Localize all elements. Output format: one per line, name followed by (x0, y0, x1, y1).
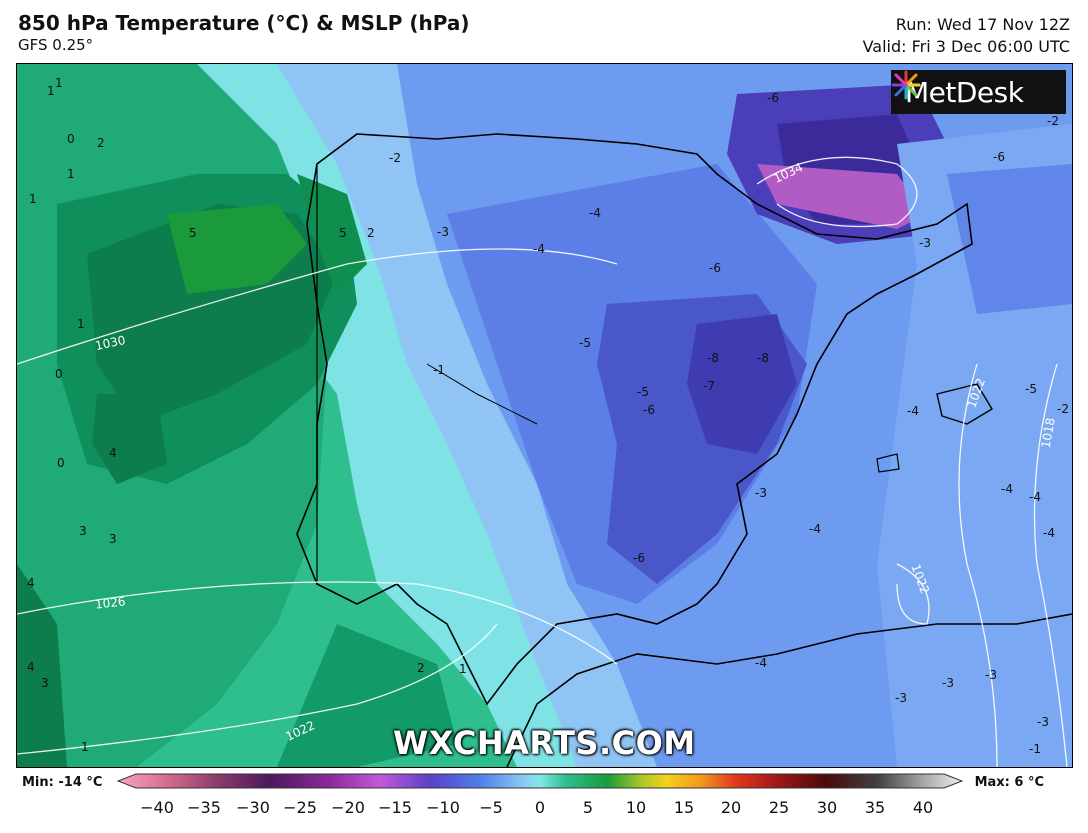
chart-title: 850 hPa Temperature (°C) & MSLP (hPa) (18, 11, 470, 35)
colorbar-tick: −30 (236, 798, 270, 817)
temp-label: -3 (985, 668, 997, 682)
temp-label: 1 (55, 76, 63, 90)
colorbar-tick: −20 (331, 798, 365, 817)
temp-label: 3 (109, 532, 117, 546)
colorbar-tick: 25 (768, 798, 790, 817)
colorbar-tick: 5 (582, 798, 594, 817)
temp-label: -2 (1057, 402, 1069, 416)
header-left: 850 hPa Temperature (°C) & MSLP (hPa) GF… (18, 10, 469, 54)
metdesk-logo: MetDesk (891, 70, 1066, 114)
temp-label: -4 (1043, 526, 1055, 540)
temp-label: -1 (1029, 742, 1041, 756)
temp-label: -3 (942, 676, 954, 690)
colorbar-tick: 10 (625, 798, 647, 817)
temp-label: -4 (1029, 490, 1041, 504)
logo-text: MetDesk (905, 75, 1024, 109)
temp-label: -5 (1025, 382, 1037, 396)
metdesk-burst-icon (891, 70, 921, 100)
colorbar-tick: 0 (534, 798, 546, 817)
temp-label: -8 (757, 351, 769, 365)
colorbar-tick: 30 (816, 798, 838, 817)
temp-label: 1 (77, 317, 85, 331)
model-label: GFS 0.25° (18, 36, 94, 54)
colorbar-tick: −25 (283, 798, 317, 817)
colorbar-tick: −10 (426, 798, 460, 817)
temp-label: -2 (389, 151, 401, 165)
run-time: Run: Wed 17 Nov 12Z (895, 15, 1070, 34)
temp-label: -4 (755, 656, 767, 670)
temp-label: -3 (1037, 715, 1049, 729)
temp-label: 1 (67, 167, 75, 181)
colorbar-tick: 20 (720, 798, 742, 817)
colorbar-tick: 35 (864, 798, 886, 817)
weather-map[interactable]: 1 2 0 1 1 5 5 -2 -3 -4 -4 -5 -6 -6 -8 -8… (16, 63, 1073, 768)
temp-label: -6 (709, 261, 721, 275)
temp-label: -3 (437, 225, 449, 239)
temp-label: 2 (97, 136, 105, 150)
temp-label: 1 (47, 84, 55, 98)
temp-label: 3 (41, 676, 49, 690)
valid-time: Valid: Fri 3 Dec 06:00 UTC (862, 37, 1070, 56)
temp-label: -3 (895, 691, 907, 705)
temp-label: 5 (189, 226, 197, 240)
temp-label: 3 (79, 524, 87, 538)
watermark: WXCHARTS.COM (393, 724, 696, 762)
temp-label: 0 (67, 132, 75, 146)
temp-label: 0 (57, 456, 65, 470)
temp-label: -2 (1047, 114, 1059, 128)
temp-label: -1 (433, 363, 445, 377)
temp-label: 1 (29, 192, 37, 206)
colorbar-tick: −35 (187, 798, 221, 817)
temp-label: 1 (459, 662, 467, 676)
temp-label: 4 (27, 660, 35, 674)
temp-label: -6 (993, 150, 1005, 164)
temp-label: 4 (109, 446, 117, 460)
temp-label: 0 (55, 367, 63, 381)
temp-label: -8 (707, 351, 719, 365)
temp-label: -4 (589, 206, 601, 220)
colorbar-min-label: Min: -14 °C (22, 775, 103, 790)
colorbar-tick: 15 (673, 798, 695, 817)
colorbar-tick: −40 (140, 798, 174, 817)
temp-label: -3 (919, 236, 931, 250)
colorbar-tick: −15 (378, 798, 412, 817)
colorbar: Min: -14 °C (0, 770, 1088, 833)
colorbar-tick: 40 (912, 798, 934, 817)
temp-label: -3 (755, 486, 767, 500)
temp-label: -6 (633, 551, 645, 565)
temp-label: -6 (643, 403, 655, 417)
colorbar-gradient (116, 773, 964, 789)
temp-label: 4 (27, 576, 35, 590)
header-right: Run: Wed 17 Nov 12Z Valid: Fri 3 Dec 06:… (863, 14, 1070, 58)
temp-label: -6 (767, 91, 779, 105)
temp-label: 5 (339, 226, 347, 240)
temp-label: -7 (703, 379, 715, 393)
colorbar-tick: −5 (479, 798, 503, 817)
temp-label: -4 (809, 522, 821, 536)
temp-label: 2 (367, 226, 375, 240)
temp-label: -5 (637, 385, 649, 399)
temp-label: -4 (533, 242, 545, 256)
temp-label: -4 (1001, 482, 1013, 496)
temp-label: -4 (907, 404, 919, 418)
map-canvas (17, 64, 1072, 767)
temp-label: 2 (417, 661, 425, 675)
temp-label: -5 (579, 336, 591, 350)
temp-label: 1 (81, 740, 89, 754)
colorbar-max-label: Max: 6 °C (974, 775, 1044, 790)
